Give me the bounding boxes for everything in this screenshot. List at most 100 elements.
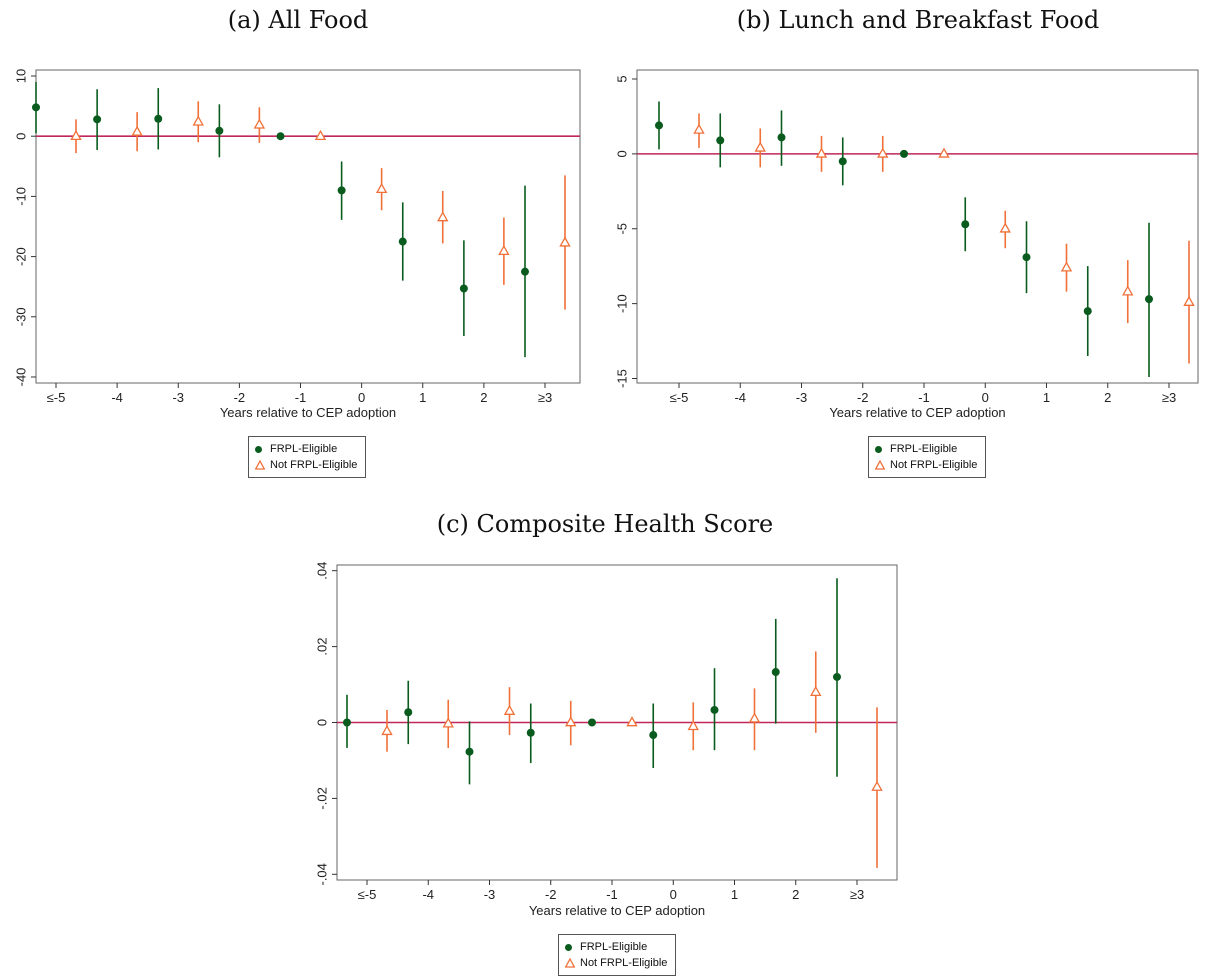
point-marker [1022,253,1031,262]
series-not-frpl-eligible [693,113,1195,364]
legend-label: FRPL-Eligible [270,443,338,455]
x-axis-label: Years relative to CEP adoption [529,903,705,918]
y-tick-label: -20 [13,247,28,266]
x-tick-label: -3 [172,390,184,405]
point-marker [565,716,577,727]
x-tick-label: ≥3 [1162,390,1176,405]
x-tick-label: 1 [1043,390,1050,405]
point-marker [748,712,761,723]
point-marker [588,718,596,727]
point-marker [649,731,658,740]
y-tick-label: 0 [314,719,329,726]
x-tick-label: 0 [358,390,365,405]
y-tick-label: 0 [13,133,28,140]
x-tick-label: ≥3 [850,887,864,902]
point-marker [154,114,163,123]
point-marker [1122,285,1134,296]
legend-label: Not FRPL-Eligible [580,957,668,969]
x-tick-label: 2 [1104,390,1111,405]
point-marker [215,126,224,135]
legend-item-frpl: FRPL-Eligible [255,441,357,457]
point-marker [276,132,285,141]
point-marker [437,211,449,222]
circle-marker-icon [875,445,882,453]
x-tick-label: 0 [670,887,677,902]
triangle-marker-icon [565,958,575,968]
x-tick-label: -3 [484,887,496,902]
y-tick-label: -.04 [314,863,329,885]
point-marker [1083,307,1092,316]
x-tick-label: ≤-5 [47,390,66,405]
x-tick-label: ≤-5 [670,390,689,405]
point-marker [771,668,780,677]
point-marker [838,157,847,166]
x-tick-label: -4 [734,390,746,405]
point-marker [871,780,883,791]
legend-label: Not FRPL-Eligible [890,459,978,471]
point-marker [465,747,474,756]
series-frpl-eligible [343,578,841,785]
panel-c-title: (c) Composite Health Score [436,510,774,538]
point-marker [381,724,393,736]
y-tick-label: .02 [314,638,329,656]
point-marker [687,719,699,731]
circle-marker-icon [255,445,262,453]
series-not-frpl-eligible [70,101,571,310]
point-marker [93,115,102,124]
x-tick-label: -1 [606,887,618,902]
point-marker [70,129,82,141]
point-marker [900,149,908,158]
point-marker [1183,295,1195,306]
x-tick-label: 2 [792,887,799,902]
series-not-frpl-eligible [381,651,883,868]
point-marker [498,244,510,256]
point-marker [442,717,454,728]
x-tick-label: 1 [419,390,426,405]
legend-label: Not FRPL-Eligible [270,459,358,471]
point-marker [877,147,889,158]
y-tick-label: -30 [13,307,28,326]
x-tick-label: ≤-5 [358,887,377,902]
point-marker [398,237,407,246]
point-marker [503,704,516,715]
point-marker [626,716,638,727]
legend-item-frpl: FRPL-Eligible [565,939,667,955]
series-frpl-eligible [655,101,1153,378]
legend-item-not-frpl: Not FRPL-Eligible [255,457,357,473]
y-tick-label: 5 [614,75,629,82]
point-marker [710,705,719,714]
x-tick-label: -1 [918,390,930,405]
x-tick-label: -3 [796,390,808,405]
point-marker [314,129,327,141]
triangle-marker-icon [875,460,885,470]
x-tick-label: -4 [111,390,123,405]
panel-a-legend: FRPL-Eligible Not FRPL-Eligible [248,436,367,478]
panel-b-legend: FRPL-Eligible Not FRPL-Eligible [868,436,987,478]
point-marker [716,136,725,145]
point-marker [32,103,40,112]
x-tick-label: -1 [295,390,307,405]
point-marker [337,186,346,195]
point-marker [655,121,663,130]
point-marker [810,685,822,696]
legend-label: FRPL-Eligible [580,941,648,953]
x-tick-label: 1 [731,887,738,902]
point-marker [459,284,468,293]
y-tick-label: -.02 [314,787,329,809]
triangle-marker-icon [255,460,265,470]
y-tick-label: -10 [13,187,28,206]
panel-c-plot: .04 .02 0 -.02 -.04 ≤-5 -4 -3 -2 -1 0 1 2 ≥3 Years rel… [314,562,898,918]
point-marker [1060,261,1073,272]
y-tick-label: -40 [13,368,28,387]
point-marker [999,222,1011,233]
point-marker [693,123,705,134]
x-axis-label: Years relative to CEP adoption [829,405,1005,420]
panel-b-title: (b) Lunch and Breakfast Food [736,6,1100,34]
point-marker [961,220,970,229]
legend-item-not-frpl: Not FRPL-Eligible [875,457,977,473]
point-marker [131,125,143,136]
point-marker [559,236,571,247]
